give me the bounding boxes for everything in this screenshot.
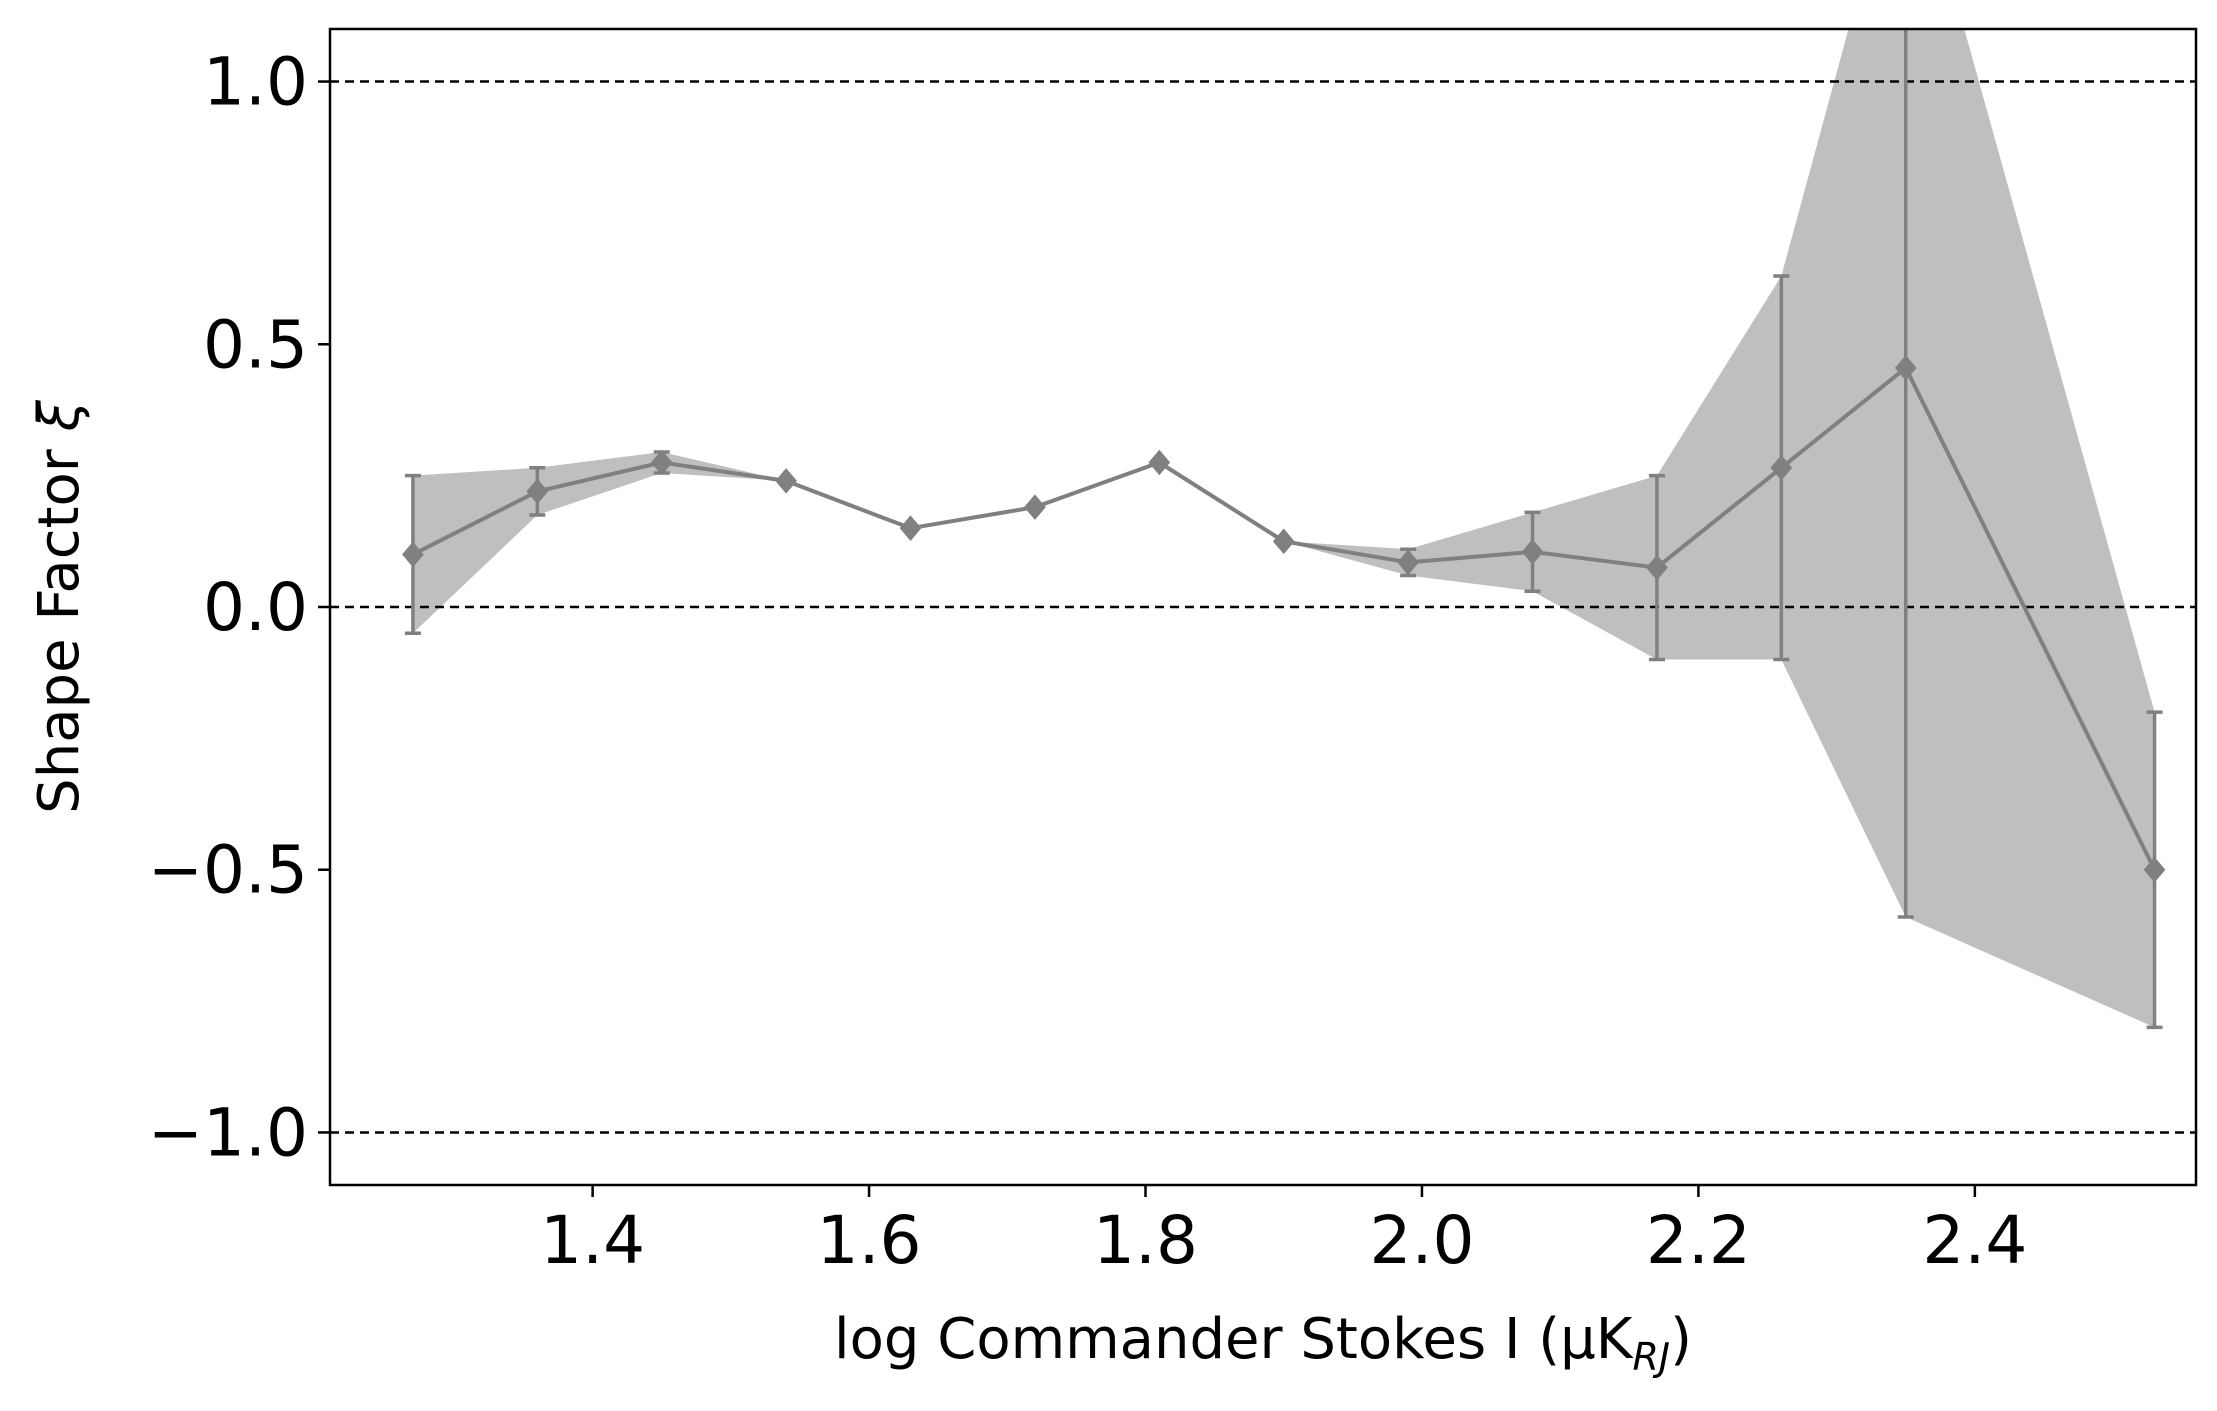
data-point (1521, 539, 1544, 565)
x-axis-label-subscript: RJ (1632, 1335, 1670, 1379)
data-point (1272, 528, 1295, 555)
y-axis-label-symbol: ξ (27, 399, 92, 432)
data-point (2143, 856, 2166, 883)
x-tick-label: 2.0 (1369, 1202, 1474, 1279)
y-axis-label: Shape Factor ξ (27, 399, 92, 813)
data-point (526, 478, 549, 505)
y-tick-label: 0.5 (203, 306, 308, 383)
data-point (1894, 355, 1917, 381)
data-point (1770, 454, 1793, 481)
data-point (1397, 549, 1419, 576)
x-tick-label: 1.6 (817, 1202, 922, 1279)
error-band-layer (412, 29, 2155, 1028)
x-tick-label: 1.8 (1093, 1202, 1198, 1279)
reference-line-layer (330, 80, 2196, 1134)
x-axis-label-main: log Commander Stokes I (μK (834, 1307, 1634, 1372)
series-line (412, 365, 2157, 871)
x-axis-label: log Commander Stokes I (μKRJ) (834, 1307, 1692, 1379)
y-tick-label: −0.5 (148, 832, 308, 909)
data-point (1148, 449, 1171, 476)
x-axis-label-close: ) (1670, 1307, 1692, 1372)
y-axis-label-main: Shape Factor (27, 448, 92, 814)
x-tick-label: 1.4 (540, 1202, 645, 1279)
x-tick-label: 2.4 (1922, 1202, 2027, 1279)
marker-layer (402, 355, 2166, 883)
series-line-layer (412, 365, 2157, 871)
y-tick-layer: 1.0 0.5 0.0 −0.5 −1.0 (148, 44, 330, 1171)
y-tick-label: −1.0 (148, 1094, 308, 1171)
y-tick-label: 1.0 (203, 44, 308, 121)
data-point (899, 515, 922, 541)
data-point (1646, 554, 1668, 581)
data-point (1024, 494, 1046, 520)
x-tick-layer: 1.4 1.6 1.8 2.0 2.2 2.4 (540, 1185, 2027, 1279)
data-point (650, 449, 673, 476)
data-point (775, 468, 797, 494)
y-tick-label: 0.0 (203, 569, 308, 646)
x-tick-label: 2.2 (1646, 1202, 1751, 1279)
data-point (402, 541, 424, 568)
error-band (412, 29, 2155, 1028)
